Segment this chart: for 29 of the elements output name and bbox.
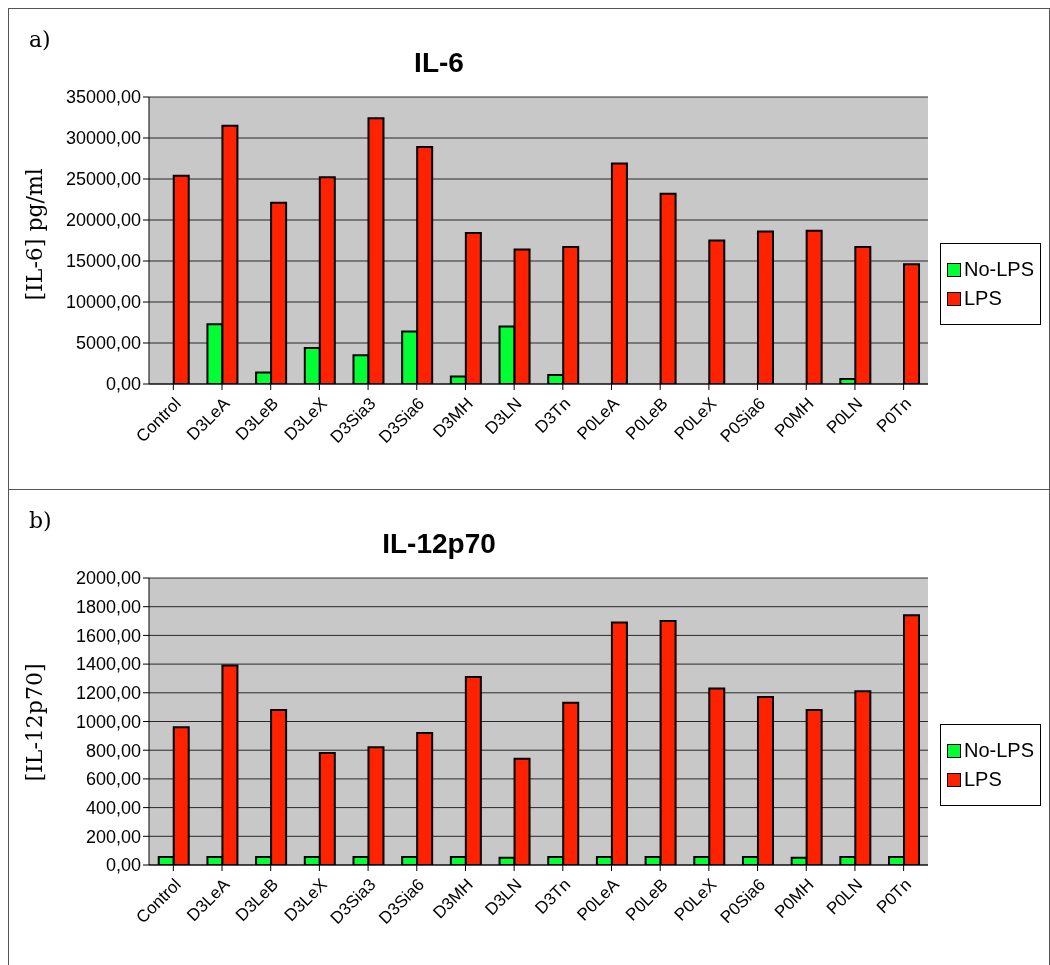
y-tick-label: 2000,00 (75, 568, 141, 589)
y-tick-label: 1000,00 (75, 711, 141, 732)
text: b) (29, 508, 52, 533)
text: a) (29, 27, 51, 52)
y-tick-label: 800,00 (85, 740, 141, 761)
y-tick-label: 0,00 (105, 855, 141, 876)
legend-label: LPS (963, 287, 1002, 310)
y-tick-label: 1800,00 (75, 597, 141, 618)
y-tick-label: 1400,00 (75, 654, 141, 675)
y-tick-label: 0,00 (105, 374, 141, 395)
legend-label: No-LPS (963, 258, 1034, 281)
y-tick-label: 35000,00 (65, 87, 141, 108)
y-tick-label: 1200,00 (75, 683, 141, 704)
y-axis-title: [IL-12p70] (21, 663, 47, 782)
y-tick-label: 20000,00 (65, 210, 141, 231)
chart-title: IL-6 (414, 47, 464, 78)
y-tick-label: 25000,00 (65, 169, 141, 190)
y-tick-label: 5000,00 (75, 333, 141, 354)
y-tick-label: 400,00 (85, 797, 141, 818)
legend-label: LPS (963, 768, 1002, 791)
y-tick-label: 10000,00 (65, 292, 141, 313)
y-tick-label: 600,00 (85, 769, 141, 790)
legend-label: No-LPS (963, 739, 1034, 762)
y-tick-label: 30000,00 (65, 128, 141, 149)
y-axis-title: [IL-6] pg/ml (21, 168, 47, 301)
y-tick-label: 1600,00 (75, 625, 141, 646)
chart-title: IL-12p70 (382, 528, 496, 559)
y-tick-label: 200,00 (85, 826, 141, 847)
y-tick-label: 15000,00 (65, 251, 141, 272)
